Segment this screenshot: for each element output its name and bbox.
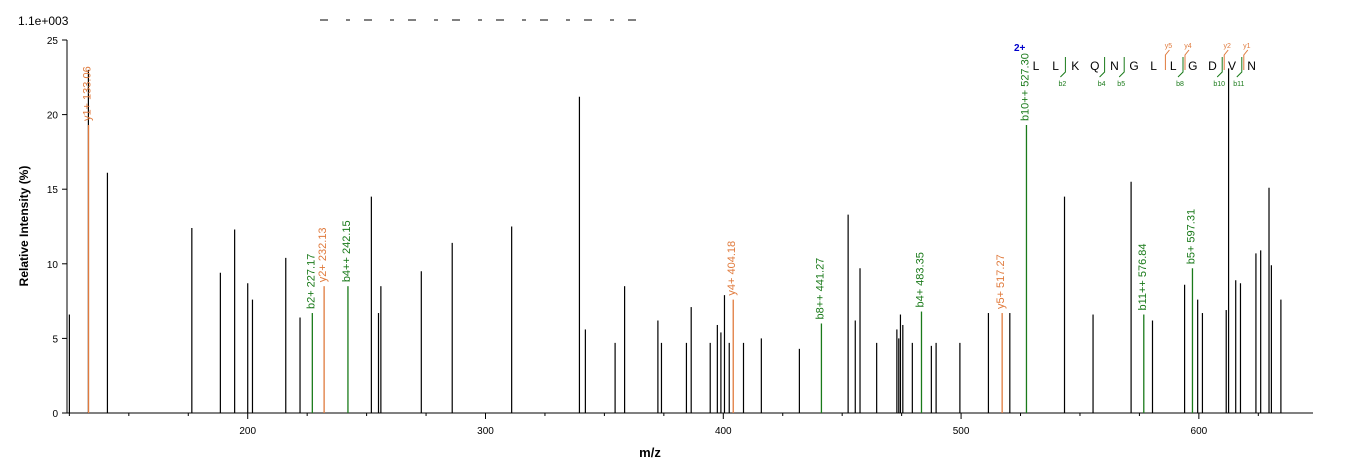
intensity-scale-note: 1.1e+003 bbox=[18, 14, 69, 28]
peak-label: y5+ 517.27 bbox=[995, 254, 1007, 309]
b-ion-label: b5 bbox=[1117, 81, 1125, 88]
peaks bbox=[68, 68, 1282, 413]
peak-label: b5+ 597.31 bbox=[1185, 209, 1197, 264]
sequence-residue: L bbox=[1052, 59, 1059, 73]
y-ion-label: y5 bbox=[1165, 43, 1173, 50]
b-ion-marker bbox=[1177, 57, 1184, 78]
sequence-residue: Q bbox=[1090, 59, 1099, 73]
b-ion-label: b10 bbox=[1213, 81, 1225, 88]
sequence-residue: V bbox=[1228, 59, 1236, 73]
sequence-residue: L bbox=[1170, 59, 1177, 73]
b-ion-marker bbox=[1118, 57, 1125, 78]
y-tick-label: 20 bbox=[47, 111, 59, 122]
b-ion-marker bbox=[1236, 57, 1243, 78]
sequence-residue: L bbox=[1033, 59, 1040, 73]
peak-label: b2+ 227.17 bbox=[305, 254, 317, 309]
peak-label: b4++ 242.15 bbox=[341, 220, 353, 282]
axes bbox=[66, 19, 1313, 414]
peak-label: b10++ 527.30 bbox=[1019, 53, 1031, 121]
x-tick-label: 300 bbox=[477, 426, 494, 437]
b-ion-label: b8 bbox=[1176, 81, 1184, 88]
peak-label: y1+ 133.06 bbox=[82, 66, 94, 121]
sequence-residue: N bbox=[1110, 59, 1119, 73]
x-ticks: 200 300 400 500 600 bbox=[68, 413, 1259, 437]
sequence-residue: N bbox=[1247, 59, 1256, 73]
b-ion-label: b4 bbox=[1098, 81, 1106, 88]
sequence-residue: L bbox=[1150, 59, 1157, 73]
y-ion-label: y2 bbox=[1223, 43, 1231, 50]
y-ion-marker bbox=[1184, 49, 1190, 70]
peak-label: b8++ 441.27 bbox=[814, 258, 826, 320]
y-tick-label: 0 bbox=[52, 409, 58, 420]
x-tick-label: 600 bbox=[1191, 426, 1208, 437]
b-ion-marker bbox=[1216, 57, 1223, 78]
b-ion-label: b2 bbox=[1059, 81, 1067, 88]
peak-label: b11++ 576.84 bbox=[1137, 243, 1149, 310]
sequence-residue: G bbox=[1129, 59, 1138, 73]
y-ion-label: y1 bbox=[1243, 43, 1251, 50]
y-ion-marker bbox=[1243, 49, 1249, 70]
peak-label: y2+ 232.13 bbox=[317, 227, 329, 282]
peak-label: b4+ 483.35 bbox=[914, 252, 926, 307]
y-tick-label: 10 bbox=[47, 260, 59, 271]
y-ion-marker bbox=[1223, 49, 1229, 70]
y-tick-label: 5 bbox=[52, 334, 58, 345]
y-ticks: 0 5 10 15 20 25 bbox=[47, 36, 67, 420]
sequence-residue: D bbox=[1208, 59, 1217, 73]
y-axis-label: Relative Intensity (%) bbox=[17, 166, 31, 287]
x-tick-label: 500 bbox=[953, 426, 970, 437]
y-tick-label: 25 bbox=[47, 36, 59, 47]
b-ion-label: b11 bbox=[1233, 81, 1244, 88]
b-ion-marker bbox=[1099, 57, 1106, 78]
b-ion-marker bbox=[1060, 57, 1066, 78]
sequence-residue: G bbox=[1188, 59, 1197, 73]
x-axis-label: m/z bbox=[639, 445, 661, 460]
x-tick-label: 400 bbox=[715, 426, 732, 437]
sequence-residue: K bbox=[1071, 59, 1079, 73]
y-ion-label: y4 bbox=[1184, 43, 1192, 50]
charge-state-label: 2+ bbox=[1014, 43, 1026, 54]
peak-label: y4+ 404.18 bbox=[726, 241, 738, 296]
y-ion-marker bbox=[1164, 49, 1170, 70]
x-tick-label: 200 bbox=[239, 426, 256, 437]
y-tick-label: 15 bbox=[47, 185, 59, 196]
peak-labels: y1+ 133.06 b2+ 227.17 y2+ 232.13 b4++ 242.1… bbox=[82, 53, 1198, 319]
